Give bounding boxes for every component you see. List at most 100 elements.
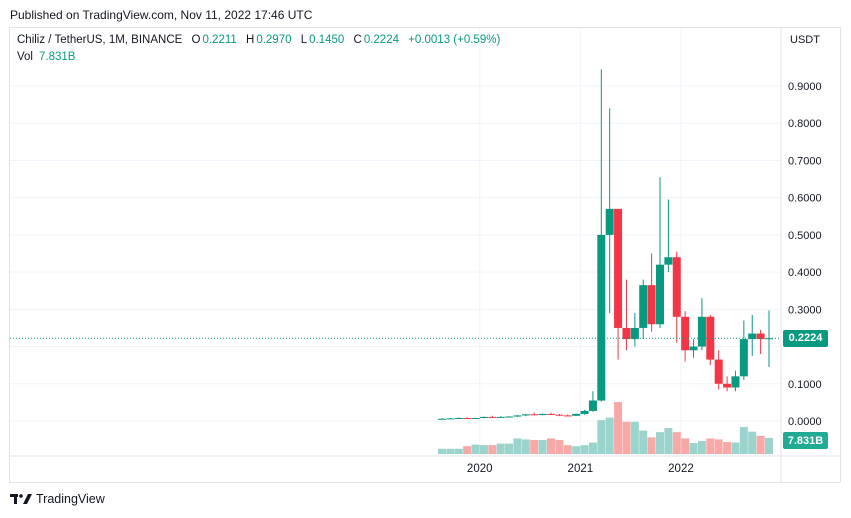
candle-body: [664, 257, 673, 265]
candle-body: [714, 359, 723, 384]
volume-bar: [681, 438, 690, 454]
candle-body: [580, 410, 589, 414]
currency-unit: USDT: [790, 34, 820, 46]
time-axis: 2020 2021 2022: [467, 463, 694, 475]
price-tick-label: 0.8000: [788, 118, 822, 130]
volume-bar: [689, 443, 698, 454]
high-value: 0.2970: [256, 34, 292, 46]
candle-body: [723, 383, 732, 388]
volume-bar: [664, 428, 673, 454]
candle-body: [555, 414, 564, 416]
candle-body: [647, 285, 656, 325]
volume-bar: [588, 442, 597, 454]
price-tick-label: 0.1000: [788, 379, 822, 391]
candle-body: [572, 413, 581, 416]
volume-bar: [765, 437, 773, 454]
price-tick-label: 0.6000: [788, 193, 822, 205]
volume-bar: [622, 421, 631, 454]
last-volume-tag: 7.831B: [783, 432, 828, 449]
tradingview-logo-text: TradingView: [36, 492, 105, 506]
volume-bar: [739, 426, 748, 454]
candle-body: [454, 418, 463, 420]
candle-body: [681, 316, 690, 351]
volume-bar: [731, 442, 740, 454]
volume-bar: [446, 448, 455, 454]
time-tick-label: 2022: [668, 463, 694, 475]
volume-value: 7.831B: [39, 51, 76, 63]
volume-bar: [647, 437, 656, 454]
price-tick-label: 0.5000: [788, 230, 822, 242]
candle-body: [697, 316, 706, 347]
volume-bar: [572, 446, 581, 454]
candle-body: [479, 416, 488, 419]
candle-body: [656, 264, 664, 325]
candle-body: [639, 285, 648, 328]
published-text: Published on TradingView.com, Nov 11, 20…: [10, 8, 313, 22]
price-tick-label: 0.7000: [788, 155, 822, 167]
grid-lines: [9, 28, 841, 483]
volume-bar: [614, 402, 623, 454]
change-value: +0.0013 (+0.59%): [408, 34, 501, 46]
close-value: 0.2224: [363, 34, 399, 46]
volume-bar: [756, 435, 765, 454]
volume-bar: [471, 444, 480, 454]
candle-body: [513, 415, 522, 417]
volume-bar: [538, 439, 547, 454]
volume-bar: [530, 439, 539, 454]
price-tick-label: 0.9000: [788, 81, 822, 93]
candle-body: [446, 418, 455, 420]
volume-bar: [580, 445, 589, 454]
last-price-tag: 0.2224: [783, 329, 828, 347]
volume-bar: [513, 438, 522, 454]
candle-body: [547, 413, 555, 415]
candle-body: [488, 416, 497, 418]
candle-body: [563, 415, 572, 417]
high-label: H: [246, 34, 255, 46]
candle-body: [614, 208, 623, 328]
time-tick-label: 2020: [467, 463, 493, 475]
candle-body: [496, 416, 505, 418]
open-value: 0.2211: [202, 34, 237, 46]
candle-body: [622, 327, 631, 340]
candle-body: [538, 413, 547, 416]
volume-bar: [555, 439, 564, 454]
candle-body: [530, 414, 539, 416]
candles: [438, 69, 773, 420]
volume-bar: [630, 421, 639, 454]
close-label: C: [353, 34, 362, 46]
tradingview-logo-icon: [10, 494, 32, 504]
candle-body: [471, 418, 480, 420]
candle-body: [597, 234, 606, 401]
symbol-name: Chiliz / TetherUS, 1M, BINANCE: [17, 34, 183, 46]
volume-bar: [454, 448, 463, 454]
volume-bar: [505, 443, 514, 454]
price-tick-label: 0.3000: [788, 304, 822, 316]
volume-bar: [656, 432, 664, 454]
candle-body: [672, 257, 681, 317]
candle-body: [630, 327, 639, 340]
candle-body: [739, 339, 748, 377]
price-tick-label: 0.4000: [788, 267, 822, 279]
volume-bar: [723, 442, 732, 454]
volume-bar: [605, 417, 614, 454]
tradingview-logo[interactable]: TradingView: [10, 492, 105, 506]
volume-bars: [438, 402, 773, 454]
candle-body: [438, 418, 446, 420]
chart-frame[interactable]: [9, 27, 841, 483]
volume-bar: [714, 439, 723, 454]
volume-bar: [639, 430, 648, 454]
volume-bar: [563, 445, 572, 454]
price-axis: 0.9000 0.8000 0.7000 0.6000 0.5000 0.4000 0.30…: [788, 81, 822, 428]
volume-bar: [479, 445, 488, 454]
candle-body: [748, 333, 757, 340]
volume-label: Vol: [17, 51, 33, 63]
volume-bar: [521, 439, 530, 454]
time-tick-label: 2021: [568, 463, 594, 475]
open-label: O: [191, 34, 201, 46]
volume-legend: Vol 7.831B: [17, 51, 75, 63]
symbol-legend: Chiliz / TetherUS, 1M, BINANCE O 0.2211 H…: [17, 34, 502, 46]
volume-bar: [488, 445, 497, 454]
volume-bar: [748, 431, 757, 454]
low-value: 0.1450: [309, 34, 345, 46]
